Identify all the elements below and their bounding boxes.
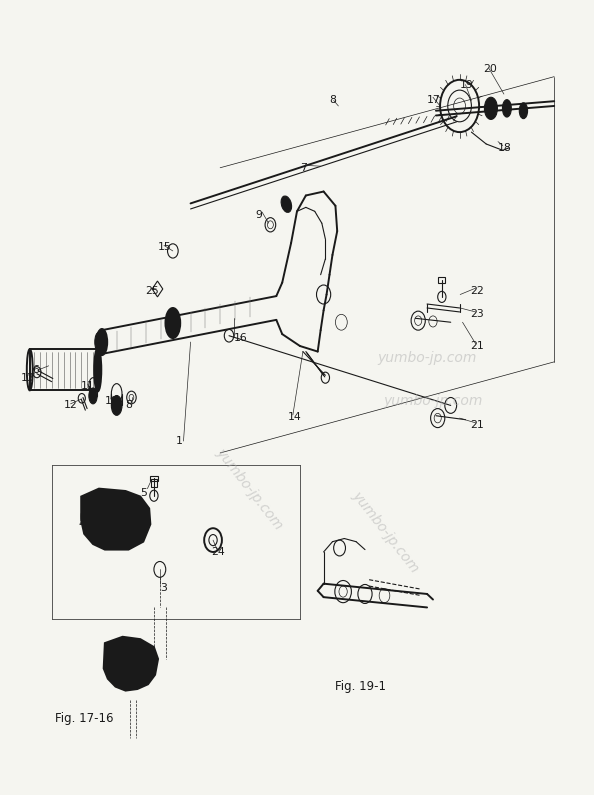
Text: 15: 15 (158, 242, 172, 252)
Bar (151, 479, 157, 487)
Bar (30, 349, 98, 390)
Polygon shape (81, 489, 150, 549)
Text: 17: 17 (427, 95, 441, 106)
Text: 14: 14 (288, 413, 302, 422)
Ellipse shape (81, 505, 93, 528)
Text: 1: 1 (176, 436, 183, 446)
Text: yumbo-jp.com: yumbo-jp.com (377, 351, 477, 365)
Ellipse shape (111, 396, 122, 415)
Text: 13: 13 (21, 373, 34, 382)
Text: 20: 20 (484, 64, 497, 74)
Text: 23: 23 (470, 309, 484, 320)
Text: yumbo-jp.com: yumbo-jp.com (214, 445, 286, 532)
Text: 25: 25 (145, 285, 159, 296)
Text: 7: 7 (300, 163, 307, 173)
Ellipse shape (281, 196, 292, 212)
Ellipse shape (94, 348, 102, 391)
Text: 22: 22 (470, 285, 484, 296)
Text: 21: 21 (470, 341, 484, 351)
Text: 10: 10 (105, 397, 119, 406)
Ellipse shape (166, 308, 180, 338)
Text: 18: 18 (498, 143, 512, 153)
Text: Fig. 19-1: Fig. 19-1 (336, 681, 387, 693)
Text: yumbo-jp.com: yumbo-jp.com (350, 489, 422, 576)
Bar (150, 476, 158, 482)
Ellipse shape (95, 332, 103, 352)
Text: 11: 11 (81, 381, 95, 390)
Text: 21: 21 (470, 421, 484, 430)
Bar (438, 277, 446, 284)
Text: 8: 8 (330, 95, 336, 106)
Text: Fig. 17-16: Fig. 17-16 (55, 712, 113, 725)
Ellipse shape (89, 388, 97, 404)
Text: 16: 16 (234, 333, 248, 343)
Ellipse shape (519, 103, 527, 118)
Text: 24: 24 (211, 547, 225, 557)
Ellipse shape (503, 99, 511, 117)
Text: 6: 6 (32, 365, 39, 374)
Text: 8: 8 (125, 401, 132, 410)
Text: yumbo-jp.com: yumbo-jp.com (383, 394, 483, 409)
Text: 9: 9 (255, 211, 263, 220)
Ellipse shape (97, 329, 108, 355)
Text: 19: 19 (460, 80, 473, 90)
Text: 3: 3 (160, 583, 167, 592)
Text: 4: 4 (78, 519, 85, 529)
Ellipse shape (485, 97, 497, 119)
Text: 12: 12 (64, 401, 77, 410)
Polygon shape (104, 637, 158, 691)
Text: 5: 5 (140, 487, 147, 498)
